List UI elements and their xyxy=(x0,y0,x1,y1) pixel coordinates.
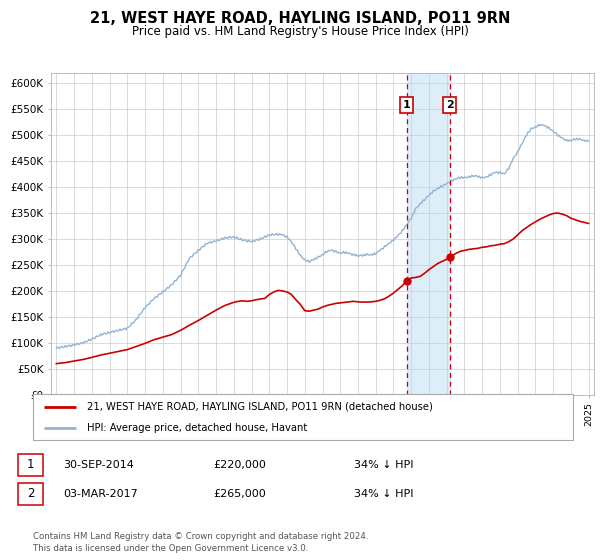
Text: This data is licensed under the Open Government Licence v3.0.: This data is licensed under the Open Gov… xyxy=(33,544,308,553)
Text: 34% ↓ HPI: 34% ↓ HPI xyxy=(354,460,413,470)
Text: 1: 1 xyxy=(27,458,34,472)
Text: 2: 2 xyxy=(446,100,454,110)
Text: £220,000: £220,000 xyxy=(213,460,266,470)
Text: HPI: Average price, detached house, Havant: HPI: Average price, detached house, Hava… xyxy=(87,423,307,433)
Text: 21, WEST HAYE ROAD, HAYLING ISLAND, PO11 9RN: 21, WEST HAYE ROAD, HAYLING ISLAND, PO11… xyxy=(90,11,510,26)
Text: 21, WEST HAYE ROAD, HAYLING ISLAND, PO11 9RN (detached house): 21, WEST HAYE ROAD, HAYLING ISLAND, PO11… xyxy=(87,402,433,412)
Text: 30-SEP-2014: 30-SEP-2014 xyxy=(63,460,134,470)
Text: Price paid vs. HM Land Registry's House Price Index (HPI): Price paid vs. HM Land Registry's House … xyxy=(131,25,469,38)
Text: 34% ↓ HPI: 34% ↓ HPI xyxy=(354,489,413,499)
Text: 2: 2 xyxy=(27,487,34,501)
Text: 1: 1 xyxy=(403,100,410,110)
Bar xyxy=(407,73,449,395)
Text: £265,000: £265,000 xyxy=(213,489,266,499)
Text: Contains HM Land Registry data © Crown copyright and database right 2024.: Contains HM Land Registry data © Crown c… xyxy=(33,532,368,541)
Text: 03-MAR-2017: 03-MAR-2017 xyxy=(63,489,138,499)
